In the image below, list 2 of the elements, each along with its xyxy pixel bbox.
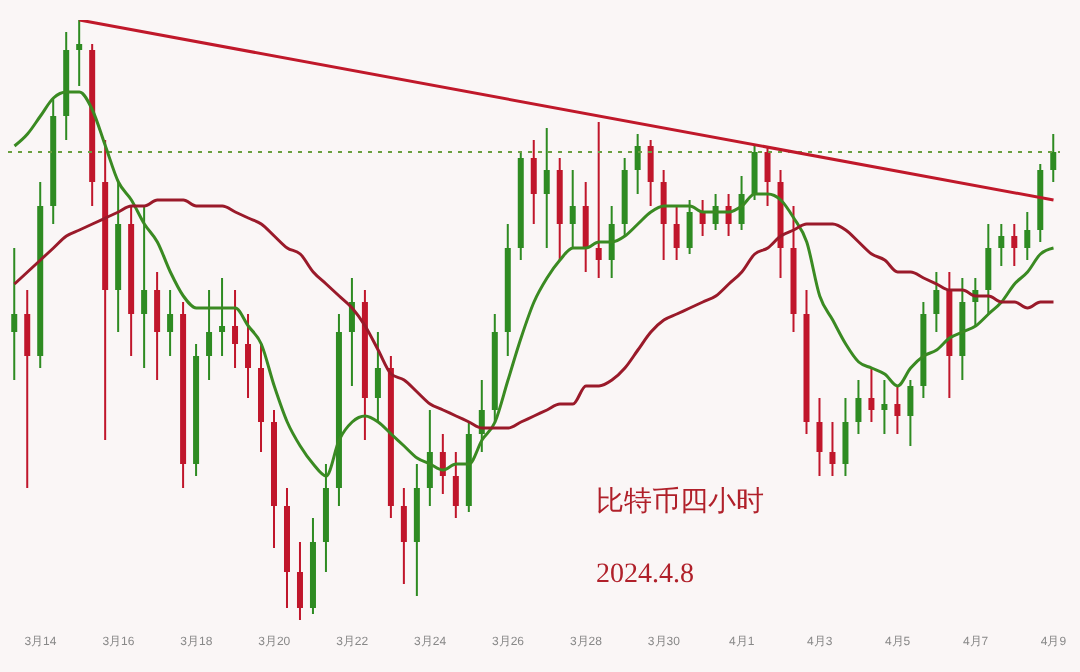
annotation: 比特币四小时: [596, 484, 764, 520]
annotation: 2024.4.8: [596, 560, 694, 592]
